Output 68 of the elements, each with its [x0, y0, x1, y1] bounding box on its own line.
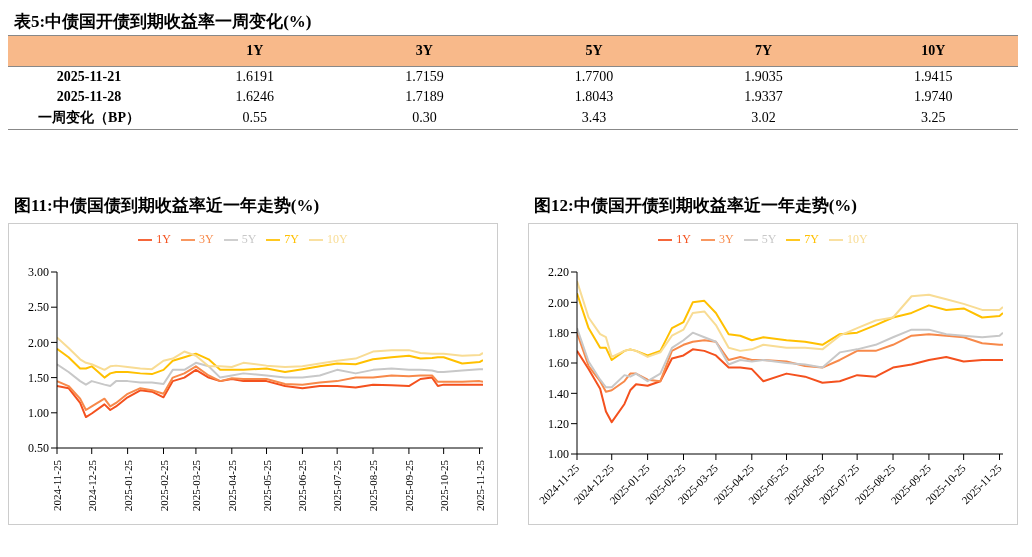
legend-label: 1Y — [676, 232, 691, 246]
y-tick-label: 2.20 — [548, 265, 569, 280]
data-label: 3.25 — [919, 109, 947, 127]
y-tick-label: 2.00 — [28, 335, 49, 350]
x-tick-label: 2025-04-25 — [225, 459, 238, 512]
data-label: 1.6191 — [234, 68, 276, 86]
x-tick-label: 2025-02-25 — [157, 459, 170, 512]
x-tick-label: 2025-08-25 — [367, 459, 380, 512]
y-tick-label: 2025-11-28 — [55, 88, 123, 106]
line-series — [57, 365, 483, 411]
x-tick-label: 2024-11-25 — [51, 459, 63, 511]
y-tick-label: 3.00 — [28, 265, 49, 280]
y-tick-label: 1.60 — [548, 356, 569, 371]
chart-title: 表5:中债国开债到期收益率一周变化(%) — [13, 11, 313, 33]
data-label: 1.7700 — [573, 68, 615, 86]
y-tick-label: 1.00 — [548, 447, 569, 462]
data-label: 1.9415 — [912, 68, 954, 86]
line-series — [57, 347, 483, 379]
legend-label: 7Y — [804, 232, 819, 246]
legend-label: 3Y — [198, 232, 214, 246]
line-series — [57, 368, 483, 419]
y-tick-label: 0.50 — [28, 441, 49, 456]
x-tick-label: 5Y — [584, 42, 604, 60]
data-label: 3.02 — [750, 109, 777, 127]
data-label: 1.9035 — [743, 68, 784, 86]
line-series — [577, 292, 1003, 361]
data-label: 0.55 — [241, 109, 269, 127]
data-label: 1.8043 — [573, 88, 615, 106]
data-label: 1.6246 — [234, 88, 276, 106]
y-tick-label: 2.50 — [28, 300, 49, 315]
y-tick-label: 2025-11-21 — [55, 68, 123, 86]
x-tick-label: 3Y — [414, 42, 434, 60]
y-tick-label: 1.40 — [548, 386, 569, 401]
chart-title: 图12:中债国开债到期收益率近一年走势(%) — [533, 195, 858, 217]
data-label: 1.9740 — [912, 88, 954, 106]
x-tick-label: 1Y — [245, 42, 265, 60]
legend-label: 3Y — [718, 232, 734, 246]
x-tick-label: 2025-06-25 — [296, 459, 309, 512]
data-label: 0.30 — [411, 109, 438, 127]
line-series — [577, 348, 1003, 424]
line-series — [57, 336, 483, 371]
x-tick-label: 7Y — [754, 42, 774, 60]
legend-label: 10Y — [327, 232, 348, 246]
y-tick-label: 2.00 — [548, 295, 569, 310]
x-tick-label: 10Y — [920, 42, 947, 60]
x-tick-label: 2025-05-25 — [260, 459, 273, 512]
line-series — [577, 280, 1003, 358]
chart-title: 图11:中债国债到期收益率近一年走势(%) — [13, 195, 321, 217]
data-label: 1.7189 — [404, 88, 445, 106]
legend-label: 7Y — [284, 232, 299, 246]
data-label: 1.7159 — [404, 68, 445, 86]
y-tick-label: 1.00 — [28, 406, 49, 421]
data-label: 1.9337 — [743, 88, 784, 106]
y-tick-label: 1.50 — [28, 370, 49, 385]
line-series — [57, 361, 483, 388]
x-tick-label: 2025-07-25 — [331, 459, 344, 512]
y-tick-label: 1.20 — [548, 416, 569, 431]
data-label: 3.43 — [580, 109, 608, 127]
x-tick-label: 2025-10-25 — [437, 459, 450, 512]
x-tick-label: 2025-01-25 — [121, 459, 134, 512]
x-tick-label: 2025-11-25 — [473, 459, 486, 511]
x-tick-label: 2025-09-25 — [402, 459, 415, 512]
y-tick-label: 一周变化（BP） — [37, 109, 141, 127]
x-tick-label: 2024-12-25 — [85, 459, 98, 512]
y-tick-label: 1.80 — [548, 325, 569, 340]
legend-label: 1Y — [156, 232, 171, 246]
legend-label: 10Y — [847, 232, 868, 246]
x-tick-label: 2025-03-25 — [189, 459, 202, 512]
